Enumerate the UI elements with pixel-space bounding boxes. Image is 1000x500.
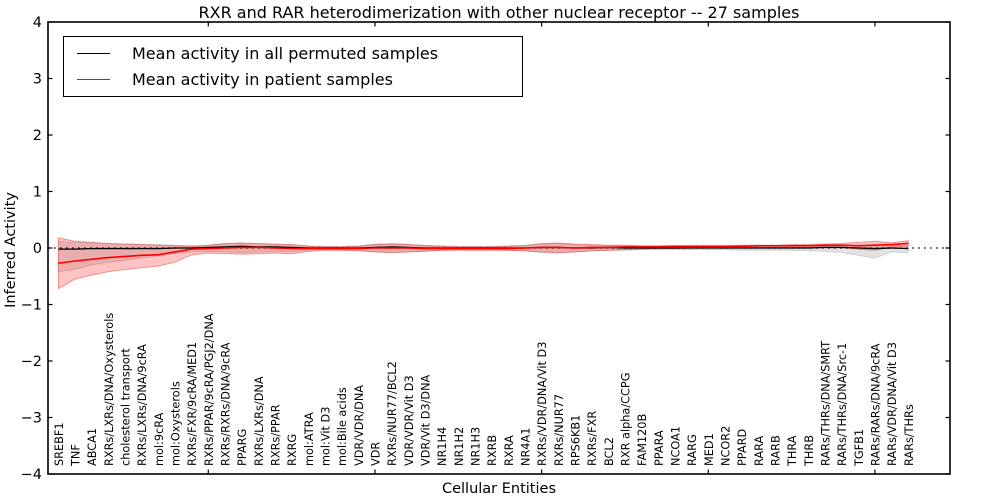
black-line-sample-icon xyxy=(77,53,110,54)
x-category-label: VDR/VDR/DNA xyxy=(353,385,366,466)
x-category-label: mol:Vit D3 xyxy=(319,407,332,466)
legend-label-patient: Mean activity in patient samples xyxy=(132,70,393,89)
x-category-label: RARs/RARs/DNA/9cRA xyxy=(869,343,882,466)
tick-labels: 4 3 2 1 0 −1 −2 −3 −4 SREBF1 TNF ABCA1 RXRs/LXRs/DNA… xyxy=(21,15,916,483)
x-category-label: THRA xyxy=(786,435,799,467)
y-tick-label: −2 xyxy=(21,354,42,370)
x-category-label: mol:9cRA xyxy=(153,412,166,466)
y-tick-label: 2 xyxy=(33,128,42,144)
x-axis-label: Cellular Entities xyxy=(441,481,557,497)
x-category-label: RXRs/LXRs/DNA/Oxysterols xyxy=(103,313,116,466)
x-category-label: mol:Bile acids xyxy=(336,387,349,466)
x-category-label: ABCA1 xyxy=(86,428,99,466)
x-category-label: RXRs/NUR77 xyxy=(553,394,566,466)
x-category-label: RPS6KB1 xyxy=(569,415,582,466)
x-category-label: BCL2 xyxy=(603,437,616,466)
x-category-label: RARs/THRs/DNA/SMRT xyxy=(819,341,832,466)
x-category-label: mol:ATRA xyxy=(303,412,316,466)
y-tick-label: 1 xyxy=(33,185,42,201)
y-tick-label: −3 xyxy=(21,411,42,427)
x-category-label: TNF xyxy=(69,444,82,467)
y-tick-label: 4 xyxy=(33,15,42,31)
patient-mean-line xyxy=(58,242,909,265)
x-category-label: VDR/Vit D3/DNA xyxy=(419,374,432,466)
x-category-label: RXRs/PPAR xyxy=(269,404,282,466)
x-category-label: NCOR2 xyxy=(719,426,732,466)
x-category-label: NCOA1 xyxy=(669,426,682,466)
x-category-label: RXRs/FXR xyxy=(586,411,599,466)
x-category-label: RXRs/NUR77/BCL2 xyxy=(386,361,399,466)
x-category-label: cholesterol transport xyxy=(119,348,132,466)
x-category-label: RARA xyxy=(753,435,766,466)
chart-title: RXR and RAR heterodimerization with othe… xyxy=(198,3,800,22)
axes xyxy=(47,21,951,475)
x-category-label: mol:Oxysterols xyxy=(169,381,182,466)
x-category-label: TGFB1 xyxy=(853,429,866,467)
x-category-label: RXRB xyxy=(486,435,499,466)
x-category-label: NR1H3 xyxy=(469,427,482,466)
x-category-label: RXRs/FXR/9cRA/MED1 xyxy=(186,342,199,466)
x-category-label: FAM120B xyxy=(636,414,649,466)
x-category-label: VDR/VDR/Vit D3 xyxy=(403,375,416,466)
y-tick-label: −4 xyxy=(21,467,42,483)
x-category-label: PPARD xyxy=(736,429,749,466)
legend-item-permuted: Mean activity in all permuted samples xyxy=(77,44,522,63)
y-tick-label: 0 xyxy=(33,241,42,257)
band xyxy=(57,240,909,273)
confidence-bands xyxy=(57,237,909,290)
legend-label-permuted: Mean activity in all permuted samples xyxy=(132,44,439,63)
x-category-label: RXRs/LXRs/DNA xyxy=(253,376,266,466)
band xyxy=(57,237,909,290)
x-category-label: RXRG xyxy=(286,434,299,466)
mean-lines xyxy=(48,242,950,265)
x-category-label: RXRs/LXRs/DNA/9cRA xyxy=(136,344,149,466)
x-category-label: RXRA xyxy=(503,435,516,466)
x-category-label: RARG xyxy=(686,434,699,466)
x-category-label: VDR xyxy=(369,442,382,466)
x-category-label: SREBF1 xyxy=(53,422,66,466)
x-category-label: RARs/THRs/DNA/Src-1 xyxy=(836,343,849,466)
x-category-label: RARs/THRs xyxy=(903,404,916,466)
red-line-sample-icon xyxy=(77,79,110,80)
x-category-label: RXRs/VDR/DNA/Vit D3 xyxy=(536,342,549,466)
x-category-label: RXRs/PPAR/9cRA/PGJ2/DNA xyxy=(203,313,216,466)
x-category-label: THRB xyxy=(803,435,816,467)
x-category-label: RARs/VDR/DNA/Vit D3 xyxy=(886,342,899,466)
x-category-label: NR1H4 xyxy=(436,427,449,466)
x-category-label: RARB xyxy=(769,435,782,466)
x-category-label: RXRs/RXRs/DNA/9cRA xyxy=(219,342,232,466)
x-category-label: NR1H2 xyxy=(453,427,466,466)
x-category-label: NR4A1 xyxy=(519,428,532,466)
x-category-label: MED1 xyxy=(703,433,716,466)
y-tick-label: −1 xyxy=(21,298,42,314)
x-category-label: RXR alpha/CCPG xyxy=(619,373,632,467)
legend-item-patient: Mean activity in patient samples xyxy=(77,70,522,89)
x-category-label: PPARG xyxy=(236,429,249,466)
x-category-label: PPARA xyxy=(653,430,666,466)
y-tick-label: 3 xyxy=(33,72,42,88)
legend: Mean activity in all permuted samples Me… xyxy=(63,36,523,97)
